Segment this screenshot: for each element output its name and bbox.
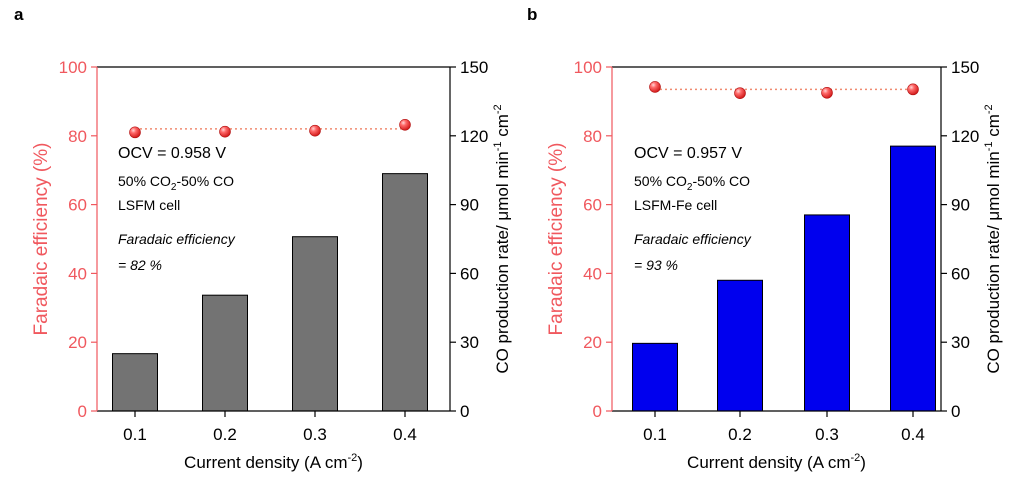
panel-label: b — [527, 5, 537, 24]
panel-label: a — [14, 5, 24, 24]
x-tick-label: 0.4 — [901, 425, 925, 444]
gas-annotation-text: -50% CO — [176, 173, 234, 189]
fe-point — [734, 87, 746, 99]
x-tick-label: 0.3 — [815, 425, 839, 444]
x-axis-label-text: Current density (A cm — [184, 453, 347, 472]
x-axis-label-text: Current density (A cm — [687, 453, 850, 472]
x-axis-label: Current density (A cm-2) — [687, 452, 866, 472]
left-tick-label: 60 — [68, 196, 87, 215]
bar — [202, 294, 248, 412]
bar — [804, 214, 850, 412]
x-axis-label: Current density (A cm-2) — [184, 452, 363, 472]
right-tick-label: 30 — [460, 333, 479, 352]
left-tick-label: 0 — [593, 402, 602, 421]
left-tick-label: 80 — [68, 127, 87, 146]
left-tick-label: 40 — [68, 264, 87, 283]
right-tick-label: 120 — [951, 127, 979, 146]
cell-annotation: LSFM cell — [118, 197, 180, 213]
x-axis-label-sup: -2 — [851, 452, 861, 464]
x-axis-label-suffix: ) — [860, 453, 866, 472]
right-axis-label-text: CO production rate/ μmol min — [984, 151, 1003, 373]
fe-label-annotation: Faradaic efficiency — [634, 231, 752, 247]
right-axis-label-text: cm — [984, 114, 1003, 141]
bar — [632, 342, 678, 412]
fe-point — [219, 125, 231, 138]
fe-value-annotation: = 93 % — [634, 257, 678, 273]
gas-annotation-text: 50% CO — [118, 173, 171, 189]
x-tick-label: 0.2 — [728, 425, 752, 444]
left-axis-label: Faradaic efficiency (%) — [31, 143, 52, 336]
left-tick-label: 100 — [574, 58, 602, 77]
cell-annotation: LSFM-Fe cell — [634, 197, 717, 213]
fe-label-annotation: Faradaic efficiency — [118, 231, 236, 247]
x-tick-label: 0.1 — [643, 425, 667, 444]
gas-annotation-sub: 2 — [171, 182, 177, 193]
right-tick-label: 60 — [460, 264, 479, 283]
gas-annotation-sub: 2 — [687, 182, 693, 193]
gas-annotation: 50% CO2-50% CO — [634, 173, 750, 193]
left-axis-label: Faradaic efficiency (%) — [546, 143, 567, 336]
fe-point — [649, 81, 661, 93]
right-axis-label-sup: -1 — [983, 142, 995, 152]
fe-point — [129, 126, 141, 139]
right-tick-label: 150 — [951, 58, 979, 77]
gas-annotation: 50% CO2-50% CO — [118, 173, 234, 193]
left-tick-label: 40 — [583, 264, 602, 283]
right-tick-label: 90 — [460, 196, 479, 215]
right-tick-label: 30 — [951, 333, 970, 352]
right-axis-label-text: CO production rate/ μmol min — [493, 151, 512, 373]
x-axis-label-suffix: ) — [357, 453, 363, 472]
left-tick-label: 20 — [68, 333, 87, 352]
bar — [890, 145, 936, 412]
ocv-annotation: OCV = 0.958 V — [118, 145, 226, 162]
right-axis-label: CO production rate/ μmol min-1 cm-2 — [983, 104, 1003, 373]
gas-annotation-text: 50% CO — [634, 173, 687, 189]
x-tick-label: 0.2 — [213, 425, 237, 444]
x-tick-label: 0.3 — [303, 425, 327, 444]
right-tick-label: 90 — [951, 196, 970, 215]
bar — [717, 279, 763, 412]
right-tick-label: 60 — [951, 264, 970, 283]
right-tick-label: 0 — [951, 402, 960, 421]
x-tick-label: 0.1 — [123, 425, 147, 444]
fe-point — [309, 124, 321, 137]
left-tick-label: 0 — [78, 402, 87, 421]
right-tick-label: 150 — [460, 58, 488, 77]
bar — [112, 353, 158, 412]
right-tick-label: 0 — [460, 402, 469, 421]
right-axis-label-sup: -2 — [983, 104, 995, 114]
right-axis-label-sup: -1 — [492, 142, 504, 152]
fe-point — [907, 83, 919, 96]
panel-a: a 0 20 40 60 80 100 0 30 60 90 120 150 0.1 0.2 0.3 0.4 Cu… — [14, 5, 512, 472]
left-tick-label: 80 — [583, 127, 602, 146]
fe-point — [399, 118, 411, 131]
left-tick-label: 20 — [583, 333, 602, 352]
bar — [292, 236, 338, 412]
x-axis-label-sup: -2 — [348, 452, 358, 464]
panel-b: b 0 20 40 60 80 100 0 30 60 90 120 150 0.1 0.2 0.3 0.4 Cu… — [527, 5, 1003, 472]
bar — [382, 173, 428, 412]
x-tick-label: 0.4 — [393, 425, 417, 444]
gas-annotation-text: -50% CO — [692, 173, 750, 189]
left-tick-label: 60 — [583, 196, 602, 215]
right-tick-label: 120 — [460, 127, 488, 146]
fe-point — [821, 87, 833, 99]
ocv-annotation: OCV = 0.957 V — [634, 145, 742, 162]
right-axis-label: CO production rate/ μmol min-1 cm-2 — [492, 104, 512, 373]
right-axis-label-sup: -2 — [492, 104, 504, 114]
right-axis-label-text: cm — [493, 114, 512, 141]
fe-value-annotation: = 82 % — [118, 257, 162, 273]
left-tick-label: 100 — [59, 58, 87, 77]
